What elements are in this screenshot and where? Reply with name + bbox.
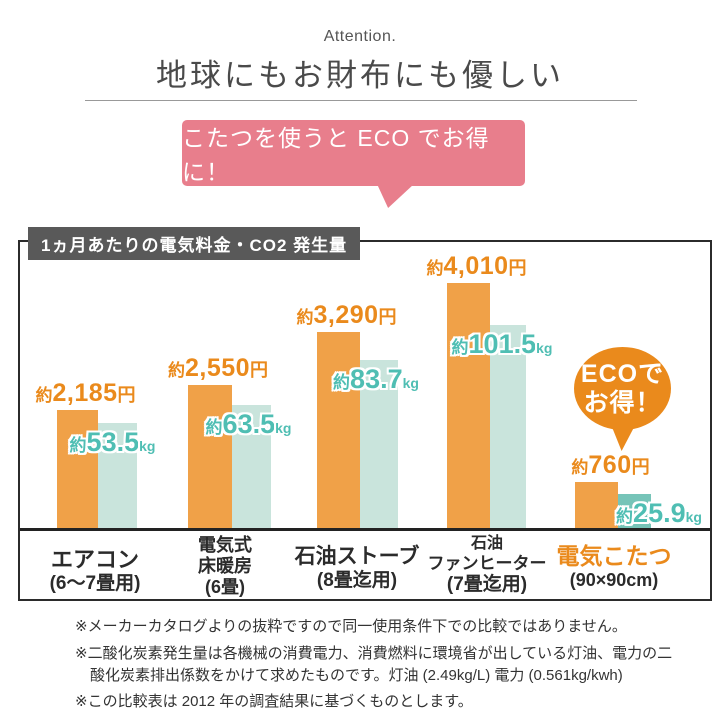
cost-bar xyxy=(317,332,360,530)
category-line: (90×90cm) xyxy=(569,570,659,591)
co2-value-label: 約101.5kg xyxy=(452,329,553,360)
co2-amount: 83.7 xyxy=(350,364,403,394)
category-line: 電気式 xyxy=(198,535,252,555)
cost-unit: 円 xyxy=(631,457,650,477)
category-line: 石油ストーブ xyxy=(294,545,420,568)
co2-unit: kg xyxy=(402,375,419,391)
co2-approx-prefix: 約 xyxy=(451,338,469,357)
co2-unit: kg xyxy=(536,340,553,356)
co2-amount: 53.5 xyxy=(86,427,140,457)
cost-value-label: 約2,185円 xyxy=(35,379,135,408)
co2-value-label: 約83.7kg xyxy=(333,364,419,395)
co2-approx-prefix: 約 xyxy=(616,507,634,526)
category-line: (7畳迄用) xyxy=(446,573,528,595)
cost-approx-prefix: 約 xyxy=(296,308,314,327)
cost-bar xyxy=(447,283,490,530)
category-label: 電気式 床暖房 (6畳) xyxy=(198,535,252,599)
co2-amount: 63.5 xyxy=(222,409,276,439)
co2-amount: 101.5 xyxy=(468,329,537,359)
cost-amount: 4,010 xyxy=(443,252,509,280)
cost-unit: 円 xyxy=(378,307,397,327)
kotatsu-eco-speech-bubble: こたつを使うと ECO でお得に！ xyxy=(182,120,525,186)
category-line: (8畳迄用) xyxy=(316,569,398,591)
category-label: 石油 ファンヒーター (7畳迄用) xyxy=(428,535,547,596)
cost-unit: 円 xyxy=(250,360,269,380)
cost-value-label: 約2,550円 xyxy=(168,354,268,383)
co2-value-label: 約53.5kg xyxy=(70,427,156,458)
category-line: 床暖房 xyxy=(198,556,252,577)
category-line: ファンヒーター xyxy=(427,553,547,573)
cost-amount: 760 xyxy=(588,451,632,479)
cost-unit: 円 xyxy=(508,258,527,278)
cost-value-label: 約760円 xyxy=(571,451,649,480)
cost-unit: 円 xyxy=(117,385,136,405)
eco-badge-line1: ECOで xyxy=(580,359,665,388)
cost-value-label: 約4,010円 xyxy=(426,252,526,281)
co2-approx-prefix: 約 xyxy=(333,373,351,392)
co2-unit: kg xyxy=(275,420,292,436)
cost-bar xyxy=(57,410,98,530)
co2-approx-prefix: 約 xyxy=(205,418,223,437)
co2-unit: kg xyxy=(685,509,702,525)
category-line: (6〜7畳用) xyxy=(49,572,141,594)
cost-approx-prefix: 約 xyxy=(426,259,444,278)
co2-unit: kg xyxy=(139,438,156,454)
cost-bar xyxy=(188,385,232,530)
category-line: 電気こたつ xyxy=(556,543,672,569)
cost-amount: 2,185 xyxy=(52,379,118,407)
eco-badge-line2: お得！ xyxy=(583,388,662,417)
category-label: 電気こたつ (90×90cm) xyxy=(557,543,672,591)
category-label: 石油ストーブ (8畳迄用) xyxy=(295,545,420,592)
speech-bubble-text: こたつを使うと ECO でお得に！ xyxy=(182,125,490,185)
footnote-2: ※二酸化炭素発生量は各機械の消費電力、消費燃料に環境省が出している灯油、電力の二… xyxy=(75,644,673,684)
category-line: 石油 xyxy=(470,535,503,552)
cost-approx-prefix: 約 xyxy=(167,361,185,380)
footnote-1: ※メーカーカタログよりの抜粋ですので同一使用条件下での比較ではありません。 xyxy=(75,618,627,635)
footnote-3: ※この比較表は 2012 年の調査結果に基づくものとします。 xyxy=(75,693,473,711)
speech-bubble-tail xyxy=(377,184,414,208)
cost-amount: 3,290 xyxy=(313,301,379,329)
cost-value-label: 約3,290円 xyxy=(296,301,396,330)
co2-value-label: 約25.9kg xyxy=(616,498,702,529)
title-divider xyxy=(85,100,637,101)
category-line: (6畳) xyxy=(205,577,245,598)
eyebrow-text: Attention. xyxy=(323,28,397,45)
co2-amount: 25.9 xyxy=(633,498,686,528)
chart-baseline xyxy=(20,528,710,531)
co2-approx-prefix: 約 xyxy=(69,436,87,455)
footnotes: ※メーカーカタログよりの抜粋ですので同一使用条件下での比較ではありません。 ※二… xyxy=(75,616,677,718)
cost-amount: 2,550 xyxy=(184,354,251,382)
category-label: エアコン (6〜7畳用) xyxy=(50,547,141,595)
cost-approx-prefix: 約 xyxy=(571,458,589,477)
category-line: エアコン xyxy=(50,547,140,572)
co2-value-label: 約63.5kg xyxy=(206,409,292,440)
cost-bar xyxy=(575,482,618,530)
chart-title-badge: 1ヵ月あたりの電気料金・CO2 発生量 xyxy=(28,227,361,260)
eco-deal-badge: ECOで お得！ xyxy=(574,347,671,430)
cost-approx-prefix: 約 xyxy=(35,386,53,405)
page-title: 地球にもお財布にも優しい xyxy=(156,58,564,93)
